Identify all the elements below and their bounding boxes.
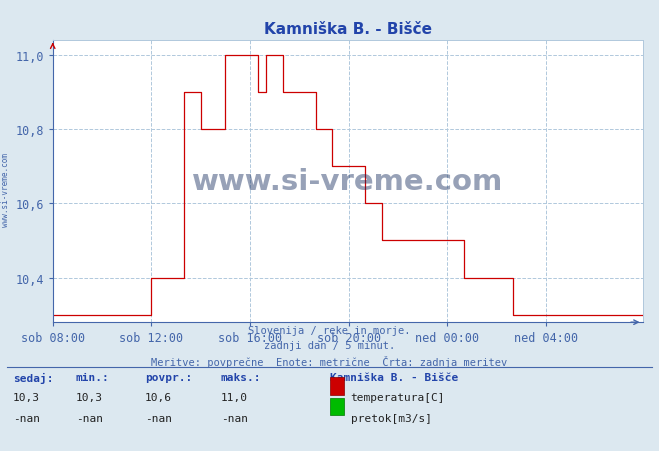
Title: Kamniška B. - Bišče: Kamniška B. - Bišče bbox=[264, 22, 432, 37]
Text: zadnji dan / 5 minut.: zadnji dan / 5 minut. bbox=[264, 341, 395, 350]
Text: min.:: min.: bbox=[76, 372, 109, 382]
Text: -nan: -nan bbox=[221, 413, 248, 423]
Text: povpr.:: povpr.: bbox=[145, 372, 192, 382]
Text: -nan: -nan bbox=[76, 413, 103, 423]
Text: Meritve: povprečne  Enote: metrične  Črta: zadnja meritev: Meritve: povprečne Enote: metrične Črta:… bbox=[152, 355, 507, 368]
Text: -nan: -nan bbox=[13, 413, 40, 423]
Text: 10,3: 10,3 bbox=[13, 392, 40, 402]
Text: Kamniška B. - Bišče: Kamniška B. - Bišče bbox=[330, 372, 458, 382]
Text: www.si-vreme.com: www.si-vreme.com bbox=[192, 168, 503, 195]
Text: 11,0: 11,0 bbox=[221, 392, 248, 402]
Text: maks.:: maks.: bbox=[221, 372, 261, 382]
Text: -nan: -nan bbox=[145, 413, 172, 423]
Text: temperatura[C]: temperatura[C] bbox=[351, 392, 445, 402]
Text: Slovenija / reke in morje.: Slovenija / reke in morje. bbox=[248, 326, 411, 336]
Text: pretok[m3/s]: pretok[m3/s] bbox=[351, 413, 432, 423]
Text: sedaj:: sedaj: bbox=[13, 372, 53, 383]
Text: 10,3: 10,3 bbox=[76, 392, 103, 402]
Text: www.si-vreme.com: www.si-vreme.com bbox=[1, 152, 10, 226]
Text: 10,6: 10,6 bbox=[145, 392, 172, 402]
